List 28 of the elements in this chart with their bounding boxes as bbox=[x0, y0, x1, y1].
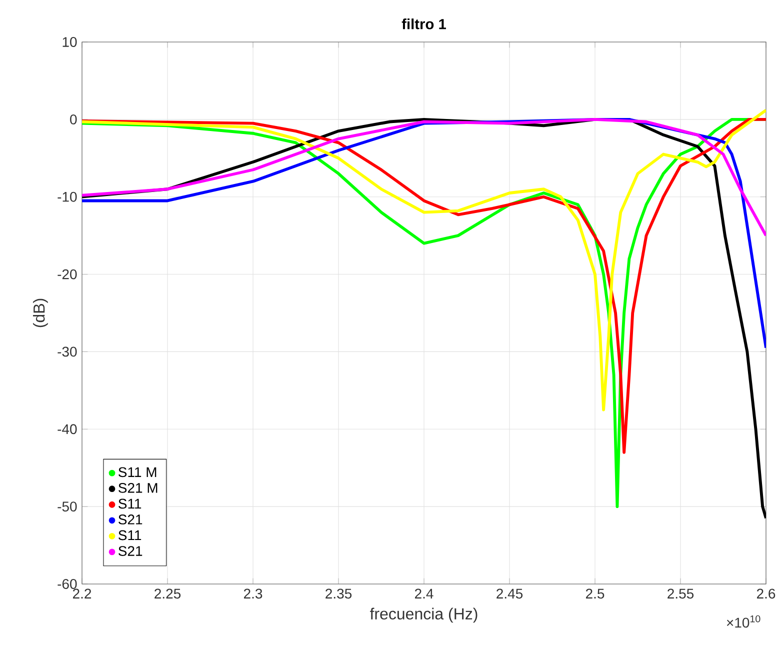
x-axis-title: frecuencia (Hz) bbox=[370, 608, 478, 623]
line-series bbox=[82, 118, 766, 238]
x-tick-label: 2.4 bbox=[414, 588, 434, 598]
legend-label: S21 M bbox=[118, 482, 158, 493]
x-tick-label: 2.6 bbox=[756, 588, 776, 599]
text: ×10$^{10}$ bbox=[726, 615, 760, 628]
y-tick-label: -20 bbox=[58, 269, 77, 280]
y-tick-label: -50 bbox=[58, 502, 77, 512]
x-tick-label: 2.3 bbox=[244, 588, 262, 599]
legend-label: S11 M bbox=[118, 467, 156, 478]
y-tick-label: -40 bbox=[58, 424, 77, 434]
x-tick-label: 2.25 bbox=[154, 588, 181, 599]
x-tick-label: 2.35 bbox=[326, 588, 352, 599]
chart-title: filtro 1 bbox=[402, 18, 446, 30]
legend-label: S21 bbox=[118, 546, 142, 556]
legend-label: S11 bbox=[118, 530, 142, 540]
y-axis-title: (dB) bbox=[33, 298, 48, 328]
y-tick-label: 0 bbox=[70, 114, 77, 124]
legend-label: S11 bbox=[118, 498, 142, 509]
x-tick-label: 2.55 bbox=[668, 588, 694, 599]
legend-label: S21 bbox=[118, 514, 142, 524]
x-tick-label: 2.2 bbox=[72, 588, 92, 598]
y-tick-label: -10 bbox=[58, 192, 77, 202]
y-tick-label: 10 bbox=[62, 37, 77, 47]
x-tick-label: 2.45 bbox=[496, 588, 523, 599]
y-tick-label: -60 bbox=[58, 579, 77, 589]
x-tick-label: 2.5 bbox=[586, 588, 604, 599]
y-tick-label: -30 bbox=[58, 346, 77, 357]
